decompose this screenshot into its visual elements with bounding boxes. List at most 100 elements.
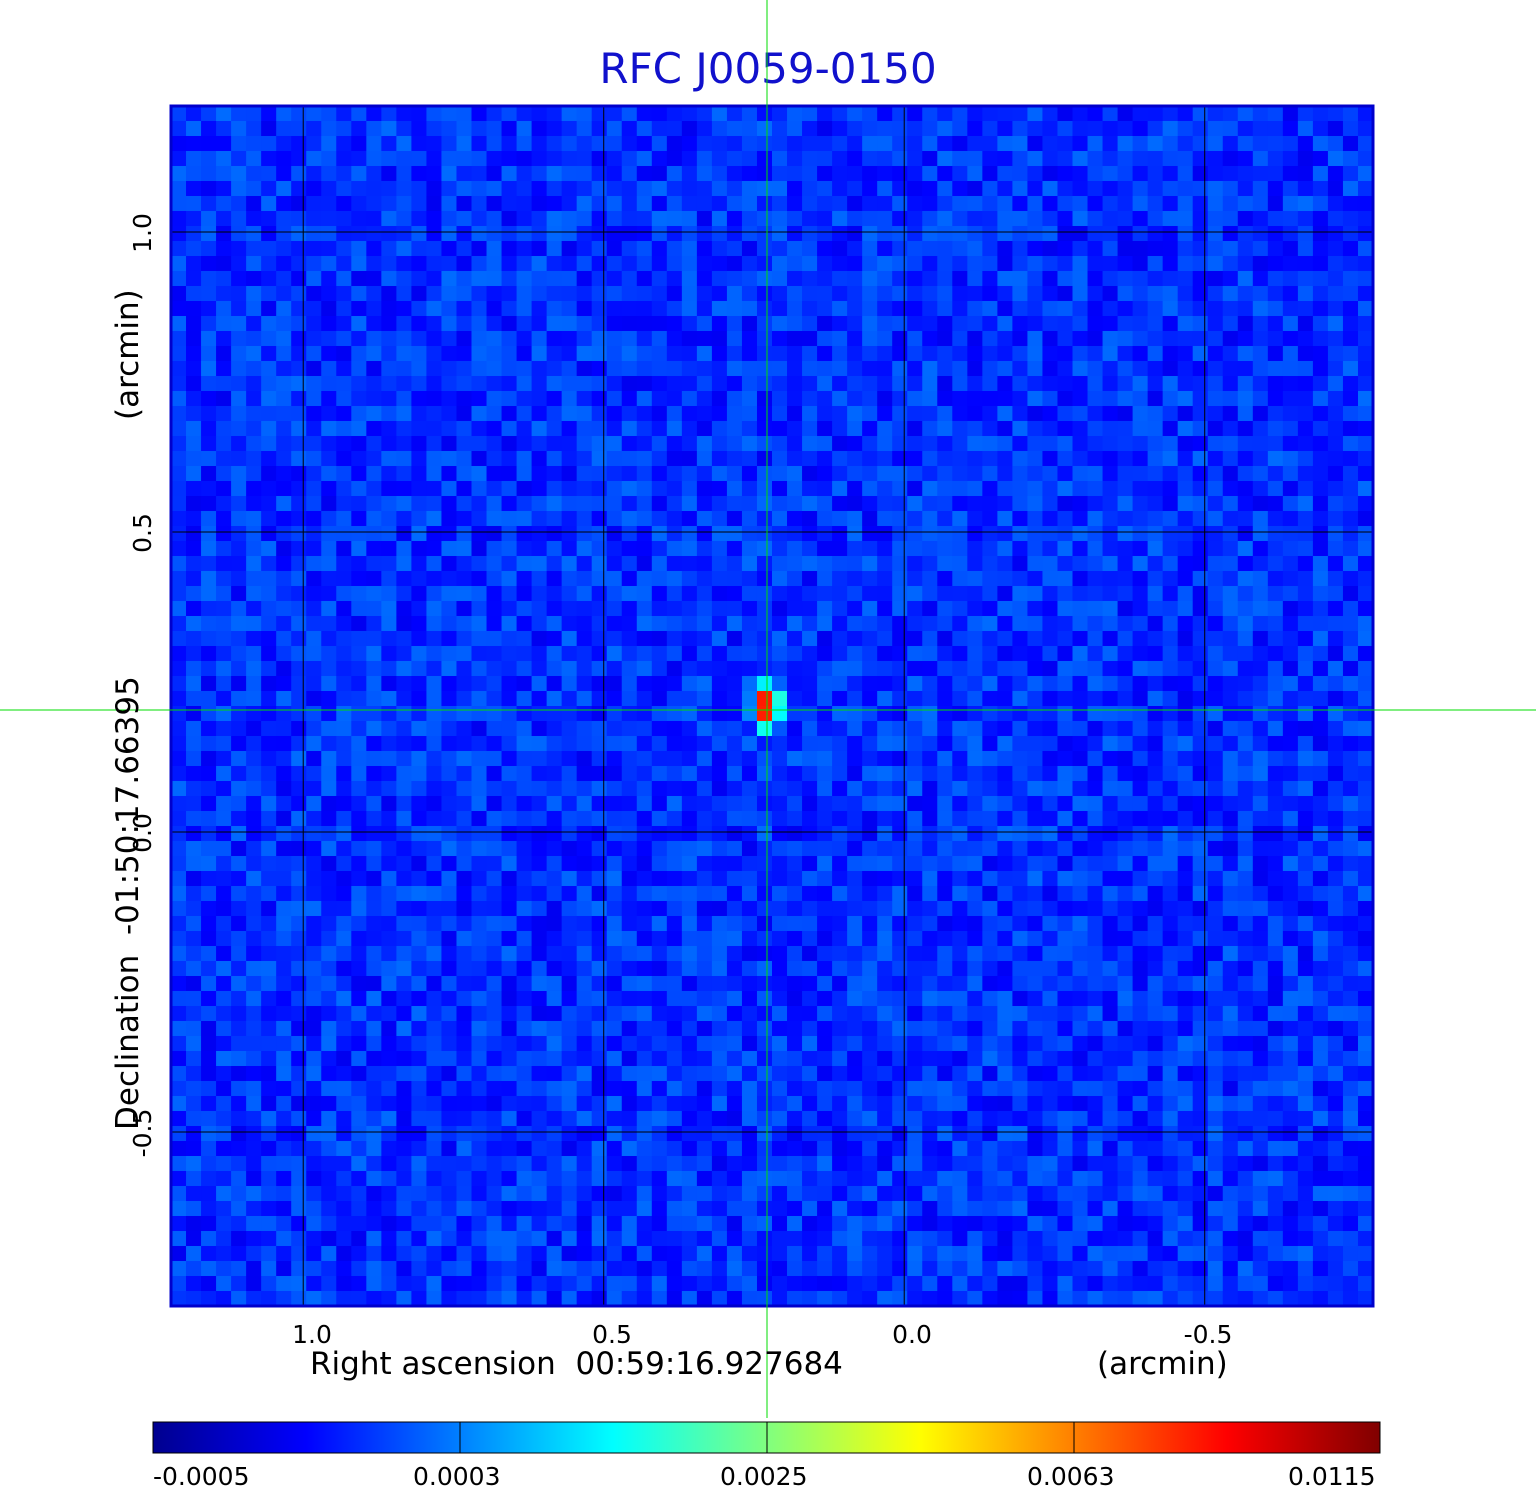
heatmap-cell: [411, 451, 428, 467]
heatmap-cell: [591, 601, 608, 617]
heatmap-cell: [576, 256, 593, 272]
heatmap-cell: [1357, 571, 1374, 587]
heatmap-cell: [1027, 976, 1044, 992]
heatmap-cell: [486, 271, 503, 287]
heatmap-cell: [396, 991, 413, 1007]
heatmap-cell: [276, 961, 292, 977]
heatmap-cell: [847, 796, 863, 812]
heatmap-cell: [997, 181, 1014, 197]
heatmap-cell: [576, 181, 593, 197]
heatmap-cell: [1177, 421, 1194, 437]
heatmap-cell: [726, 301, 743, 317]
heatmap-cell: [396, 511, 413, 527]
heatmap-cell: [321, 211, 337, 227]
heatmap-cell: [952, 316, 968, 332]
heatmap-cell: [576, 931, 593, 947]
heatmap-cell: [426, 316, 443, 332]
heatmap-cell: [1072, 196, 1089, 212]
heatmap-cell: [711, 751, 728, 767]
heatmap-cell: [366, 316, 382, 332]
heatmap-cell: [516, 511, 533, 527]
heatmap-cell: [471, 511, 488, 527]
heatmap-cell: [336, 211, 352, 227]
heatmap-cell: [802, 241, 818, 257]
heatmap-cell: [1252, 1006, 1269, 1022]
heatmap-cell: [216, 526, 232, 542]
heatmap-cell: [366, 196, 382, 212]
heatmap-cell: [291, 211, 307, 227]
heatmap-cell: [922, 406, 938, 422]
heatmap-cell: [832, 736, 848, 752]
heatmap-cell: [1147, 751, 1164, 767]
heatmap-cell: [802, 796, 818, 812]
heatmap-cell: [516, 871, 533, 887]
heatmap-cell: [666, 586, 683, 602]
heatmap-cell: [1057, 901, 1074, 917]
heatmap-cell: [711, 361, 728, 377]
heatmap-cell: [606, 781, 623, 797]
heatmap-cell: [396, 331, 413, 347]
heatmap-cell: [636, 766, 653, 782]
heatmap-cell: [501, 856, 518, 872]
heatmap-cell: [561, 1006, 578, 1022]
heatmap-cell: [276, 781, 292, 797]
heatmap-cell: [666, 496, 683, 512]
heatmap-cell: [216, 1006, 232, 1022]
heatmap-cell: [471, 541, 488, 557]
heatmap-cell: [681, 451, 698, 467]
heatmap-cell: [952, 631, 968, 647]
heatmap-cell: [711, 316, 728, 332]
heatmap-cell: [892, 571, 908, 587]
heatmap-cell: [1312, 496, 1329, 512]
heatmap-cell: [576, 346, 593, 362]
heatmap-cell: [696, 886, 713, 902]
heatmap-cell: [1222, 481, 1239, 497]
heatmap-cell: [516, 736, 533, 752]
heatmap-cell: [1192, 106, 1209, 122]
heatmap-cell: [832, 586, 848, 602]
heatmap-cell: [772, 421, 788, 437]
heatmap-cell: [201, 391, 217, 407]
heatmap-cell: [741, 691, 758, 707]
heatmap-cell: [1297, 496, 1314, 512]
heatmap-cell: [591, 526, 608, 542]
heatmap-cell: [1012, 271, 1029, 287]
heatmap-cell: [591, 901, 608, 917]
heatmap-cell: [261, 811, 277, 827]
heatmap-cell: [1282, 601, 1299, 617]
heatmap-cell: [1162, 691, 1179, 707]
heatmap-cell: [1357, 796, 1374, 812]
heatmap-cell: [1252, 511, 1269, 527]
heatmap-cell: [681, 736, 698, 752]
heatmap-cell: [1222, 916, 1239, 932]
heatmap-cell: [1297, 976, 1314, 992]
heatmap-cell: [666, 106, 683, 122]
heatmap-cell: [1222, 886, 1239, 902]
heatmap-cell: [696, 406, 713, 422]
heatmap-cell: [1327, 751, 1344, 767]
heatmap-cell: [952, 151, 968, 167]
heatmap-cell: [336, 106, 352, 122]
heatmap-cell: [862, 406, 878, 422]
heatmap-cell: [321, 331, 337, 347]
heatmap-cell: [1117, 121, 1134, 137]
heatmap-cell: [591, 961, 608, 977]
heatmap-cell: [186, 796, 202, 812]
heatmap-cell: [907, 106, 923, 122]
heatmap-cell: [471, 226, 488, 242]
heatmap-cell: [862, 136, 878, 152]
heatmap-cell: [1012, 1006, 1029, 1022]
heatmap-cell: [892, 211, 908, 227]
heatmap-cell: [952, 766, 968, 782]
heatmap-cell: [561, 106, 578, 122]
heatmap-cell: [636, 511, 653, 527]
heatmap-cell: [756, 841, 773, 857]
heatmap-cell: [1057, 331, 1074, 347]
heatmap-cell: [216, 961, 232, 977]
heatmap-cell: [651, 226, 668, 242]
heatmap-cell: [426, 856, 443, 872]
heatmap-cell: [336, 151, 352, 167]
heatmap-cell: [1222, 871, 1239, 887]
heatmap-cell: [291, 256, 307, 272]
heatmap-cell: [291, 781, 307, 797]
